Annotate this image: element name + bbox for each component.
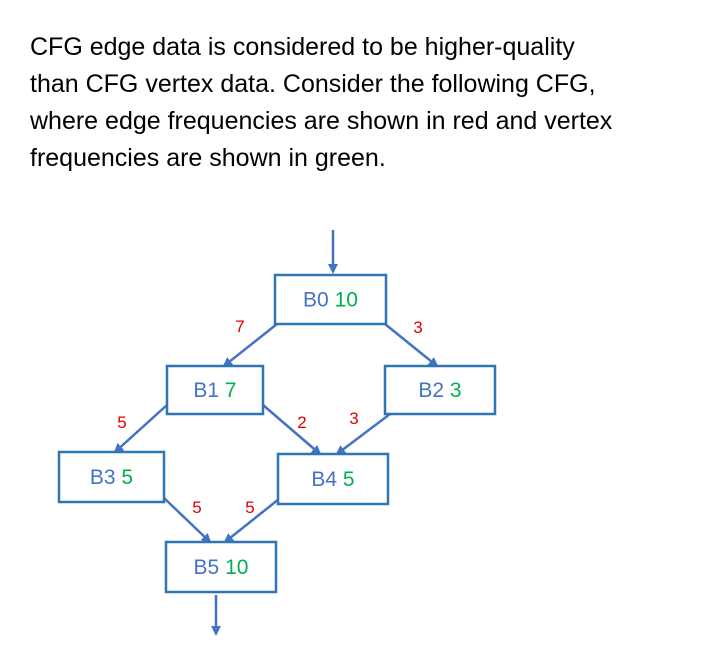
edge-b3-b5 — [163, 497, 212, 544]
node-label: B3 5 — [90, 466, 133, 489]
node-label: B2 3 — [418, 379, 461, 402]
edges: 7 3 5 2 3 5 5 — [113, 317, 439, 544]
node-name: B4 — [311, 468, 343, 491]
paragraph-line-4: frequencies are shown in green. — [30, 144, 386, 172]
edge-b1-b3 — [113, 404, 168, 454]
edge-b4-b5 — [223, 498, 280, 544]
edge-b0-b1 — [222, 323, 278, 368]
node-b5: B5 10 — [164, 540, 278, 594]
node-box — [276, 452, 390, 506]
paragraph-line-2: than CFG vertex data. Consider the follo… — [30, 70, 596, 98]
node-name: B5 — [194, 556, 226, 579]
node-b1: B1 7 — [165, 364, 265, 416]
vertex-frequency: 5 — [121, 466, 133, 489]
edge-b1-b4 — [262, 404, 322, 456]
vertex-frequency: 3 — [450, 379, 462, 402]
node-name: B0 — [303, 289, 335, 312]
edge-b2-b4 — [335, 413, 391, 456]
node-box — [57, 450, 166, 504]
node-name: B2 — [418, 379, 450, 402]
node-b2: B2 3 — [383, 364, 497, 416]
vertex-frequency: 7 — [225, 379, 237, 402]
edge-frequency-label: 2 — [297, 413, 306, 432]
node-b4: B4 5 — [276, 452, 390, 506]
edge-frequency-label: 7 — [235, 317, 244, 336]
node-box — [165, 364, 265, 416]
node-label: B5 10 — [194, 556, 249, 579]
node-b3: B3 5 — [57, 450, 166, 504]
node-label: B4 5 — [311, 468, 354, 491]
edge-frequency-label: 3 — [413, 318, 422, 337]
vertex-frequency: 10 — [225, 556, 248, 579]
paragraph-line-1: CFG edge data is considered to be higher… — [30, 33, 575, 61]
edge-b0-b2 — [384, 323, 439, 368]
node-label: B0 10 — [303, 289, 358, 312]
edge-frequency-label: 3 — [349, 409, 358, 428]
vertex-frequency: 10 — [335, 289, 358, 312]
description-paragraph: CFG edge data is considered to be higher… — [30, 29, 710, 177]
node-name: B3 — [90, 466, 122, 489]
vertex-frequency: 5 — [343, 468, 355, 491]
paragraph-line-3: where edge frequencies are shown in red … — [30, 107, 613, 135]
edge-frequency-label: 5 — [192, 498, 201, 517]
node-box — [164, 540, 278, 594]
node-box — [273, 273, 388, 326]
edge-frequency-label: 5 — [245, 498, 254, 517]
edge-frequency-label: 5 — [117, 413, 126, 432]
node-b0: B0 10 — [273, 273, 388, 326]
node-box — [383, 364, 497, 416]
node-name: B1 — [193, 379, 225, 402]
node-label: B1 7 — [193, 379, 236, 402]
